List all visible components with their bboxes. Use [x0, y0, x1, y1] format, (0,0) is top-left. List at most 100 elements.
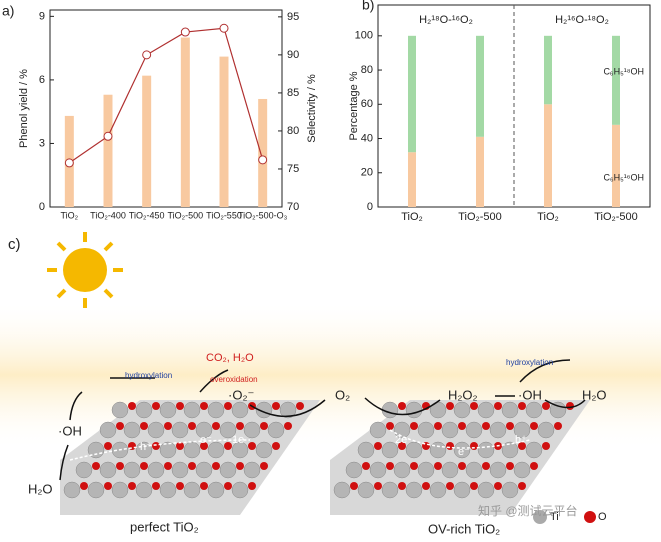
x-tick-label: TiO₂	[401, 211, 423, 223]
ti-atom	[477, 441, 495, 459]
atoms	[63, 401, 574, 499]
ti-atom	[135, 401, 153, 419]
label: perfect TiO₂	[130, 519, 199, 534]
ti-atom	[405, 481, 423, 499]
o-atom	[362, 462, 370, 470]
label: e⁻	[458, 446, 470, 458]
x-tick-label: TiO₂-500	[594, 211, 638, 223]
o-atom	[518, 402, 526, 410]
ti-atom	[147, 421, 165, 439]
ti-atom	[405, 401, 423, 419]
ti-atom	[99, 461, 117, 479]
bar	[180, 37, 190, 208]
ti-atom	[537, 421, 555, 439]
ti-atom	[231, 481, 249, 499]
bar-segment	[544, 35, 552, 105]
o-atom	[236, 422, 244, 430]
o-atom	[506, 422, 514, 430]
ti-atom	[501, 441, 519, 459]
o-atom	[140, 422, 148, 430]
legend-ti	[533, 510, 547, 524]
ti-atom	[207, 481, 225, 499]
o-atom	[530, 462, 538, 470]
ti-atom	[369, 421, 387, 439]
y-tick-label: 40	[361, 132, 373, 144]
ti-atom	[171, 461, 189, 479]
bar-segment	[476, 136, 484, 207]
y2-tick-label: 75	[287, 163, 299, 175]
marker	[258, 155, 268, 165]
o-atom	[152, 482, 160, 490]
x-tick-label: TiO₂-550	[206, 210, 242, 220]
o-atom	[296, 402, 304, 410]
ti-atom	[393, 461, 411, 479]
o-atom	[188, 422, 196, 430]
panel-label: b)	[362, 0, 374, 13]
ti-atom	[171, 421, 189, 439]
o-atom	[374, 442, 382, 450]
y-tick-label: 3	[39, 137, 45, 149]
sun	[47, 232, 123, 308]
ti-atom	[159, 441, 177, 459]
o-atom	[116, 462, 124, 470]
ti-atom	[417, 421, 435, 439]
panel-label: a)	[2, 3, 14, 19]
ti-atom	[63, 481, 81, 499]
marker	[103, 131, 113, 141]
o-atom	[506, 462, 514, 470]
ti-atom	[393, 421, 411, 439]
arrows	[59, 359, 586, 481]
o-atom	[518, 442, 526, 450]
o-atom	[470, 442, 478, 450]
bar-segment	[612, 124, 620, 207]
y-tick-label: 0	[39, 201, 45, 213]
o-atom	[398, 442, 406, 450]
o-atom	[248, 482, 256, 490]
o-atom	[554, 422, 562, 430]
label: H₂O	[28, 481, 53, 496]
y2-tick-label: 90	[287, 49, 299, 61]
ti-atom	[231, 401, 249, 419]
ti-atom	[369, 461, 387, 479]
o-atom	[164, 422, 172, 430]
panel-label: c)	[8, 236, 21, 253]
o-atom	[494, 402, 502, 410]
bar-segment	[476, 35, 484, 137]
ti-atom	[195, 421, 213, 439]
ti-atom	[231, 441, 249, 459]
legend-label: O	[598, 511, 607, 523]
ti-atom	[195, 461, 213, 479]
o-atom	[212, 462, 220, 470]
o-atom	[284, 422, 292, 430]
o-atom	[374, 482, 382, 490]
ti-atom	[207, 401, 225, 419]
label: 2e	[395, 434, 407, 446]
o-atom	[446, 402, 454, 410]
bar-segment	[408, 152, 416, 207]
ti-atom	[123, 421, 141, 439]
ti-atom	[183, 441, 201, 459]
o-atom	[434, 422, 442, 430]
y-axis-label: Phenol yield / %	[18, 69, 30, 148]
x-tick-label: TiO₂	[60, 210, 78, 220]
o-atom	[566, 402, 574, 410]
ti-atom	[333, 481, 351, 499]
label: CO₂, H₂O	[206, 352, 254, 364]
o-atom	[482, 422, 490, 430]
o-atom	[398, 402, 406, 410]
bar-segment	[544, 104, 552, 207]
x-tick-label: TiO₂	[537, 211, 559, 223]
ti-atom	[243, 421, 261, 439]
ti-atom	[147, 461, 165, 479]
group-label: H₂¹⁸O-¹⁶O₂	[419, 14, 473, 26]
y2-tick-label: 95	[287, 11, 299, 23]
ti-atom	[75, 461, 93, 479]
o-atom	[260, 462, 268, 470]
y-tick-label: 0	[367, 201, 373, 213]
o-atom	[494, 482, 502, 490]
o-atom	[176, 402, 184, 410]
y-tick-label: 100	[355, 30, 373, 42]
group-label: H₂¹⁶O-¹⁸O₂	[555, 14, 609, 26]
label: ·O₂⁻	[228, 387, 254, 402]
o-atom	[446, 482, 454, 490]
